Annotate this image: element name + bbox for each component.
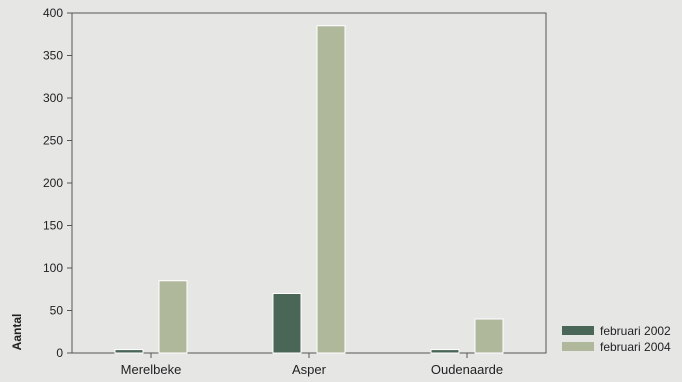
y-tick-label: 400 [43,6,63,20]
y-tick-label: 350 [43,49,63,63]
legend-swatch [562,326,594,335]
y-tick-label: 100 [43,261,63,275]
bar [316,25,346,354]
x-tick-label: Merelbeke [121,362,182,377]
y-axis: 0 50 100 150 200 250 300 350 400 [43,6,72,360]
x-tick-label: Asper [292,362,327,377]
x-tick-label: Oudenaarde [431,362,503,377]
bar [474,318,504,354]
x-axis: Merelbeke Asper Oudenaarde [121,353,503,377]
bar [158,280,188,354]
y-tick-label: 250 [43,134,63,148]
bars [114,25,504,354]
legend-label: februari 2004 [600,340,671,354]
y-tick-label: 50 [50,304,64,318]
bar [114,349,144,354]
legend: februari 2002 februari 2004 [562,324,671,354]
y-tick-label: 300 [43,91,63,105]
bar [430,349,460,354]
y-tick-label: 0 [56,346,63,360]
y-tick-label: 200 [43,176,63,190]
bar [272,293,302,354]
y-axis-title: Aantal [10,314,24,351]
legend-label: februari 2002 [600,324,671,338]
y-tick-label: 150 [43,219,63,233]
legend-swatch [562,342,594,351]
